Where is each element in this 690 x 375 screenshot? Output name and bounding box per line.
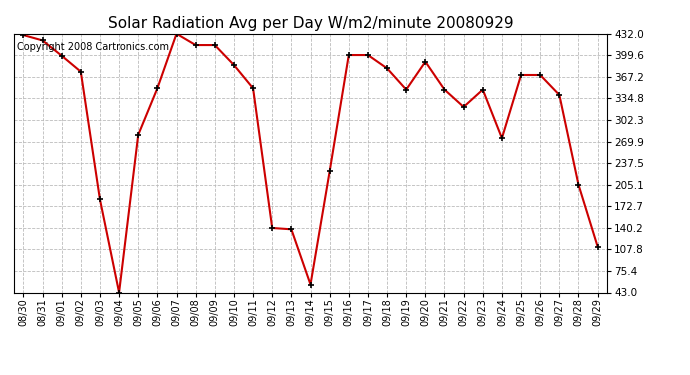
Text: Copyright 2008 Cartronics.com: Copyright 2008 Cartronics.com (17, 42, 169, 51)
Title: Solar Radiation Avg per Day W/m2/minute 20080929: Solar Radiation Avg per Day W/m2/minute … (108, 16, 513, 31)
